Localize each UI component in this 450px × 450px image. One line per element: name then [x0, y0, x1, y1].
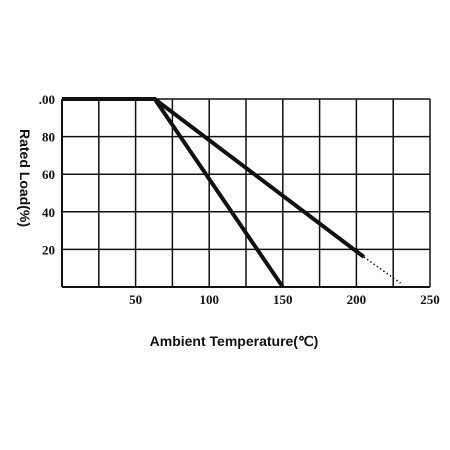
y-tick-label: 60 [42, 167, 55, 182]
series [62, 97, 402, 289]
x-tick-label: 150 [273, 292, 293, 307]
axes [61, 99, 430, 288]
x-tick-label: 100 [199, 292, 219, 307]
series-line-2 [62, 97, 366, 259]
x-tick-label: 50 [129, 292, 142, 307]
x-tick-label: 250 [420, 292, 440, 307]
x-tick-labels: 50 100 150 200 250 [129, 292, 440, 307]
grid [62, 98, 431, 287]
y-tick-labels: 20 40 60 80 .00 [39, 92, 55, 257]
y-tick-label: 20 [42, 242, 55, 257]
series-line-3 [363, 256, 402, 284]
y-axis-title: Rated Load(%) [17, 129, 33, 227]
x-axis-title: Ambient Temperature(℃) [150, 333, 319, 349]
y-tick-label: 80 [42, 130, 55, 145]
x-tick-label: 200 [347, 292, 367, 307]
y-tick-label: 40 [42, 205, 55, 220]
y-tick-label: .00 [39, 92, 55, 107]
